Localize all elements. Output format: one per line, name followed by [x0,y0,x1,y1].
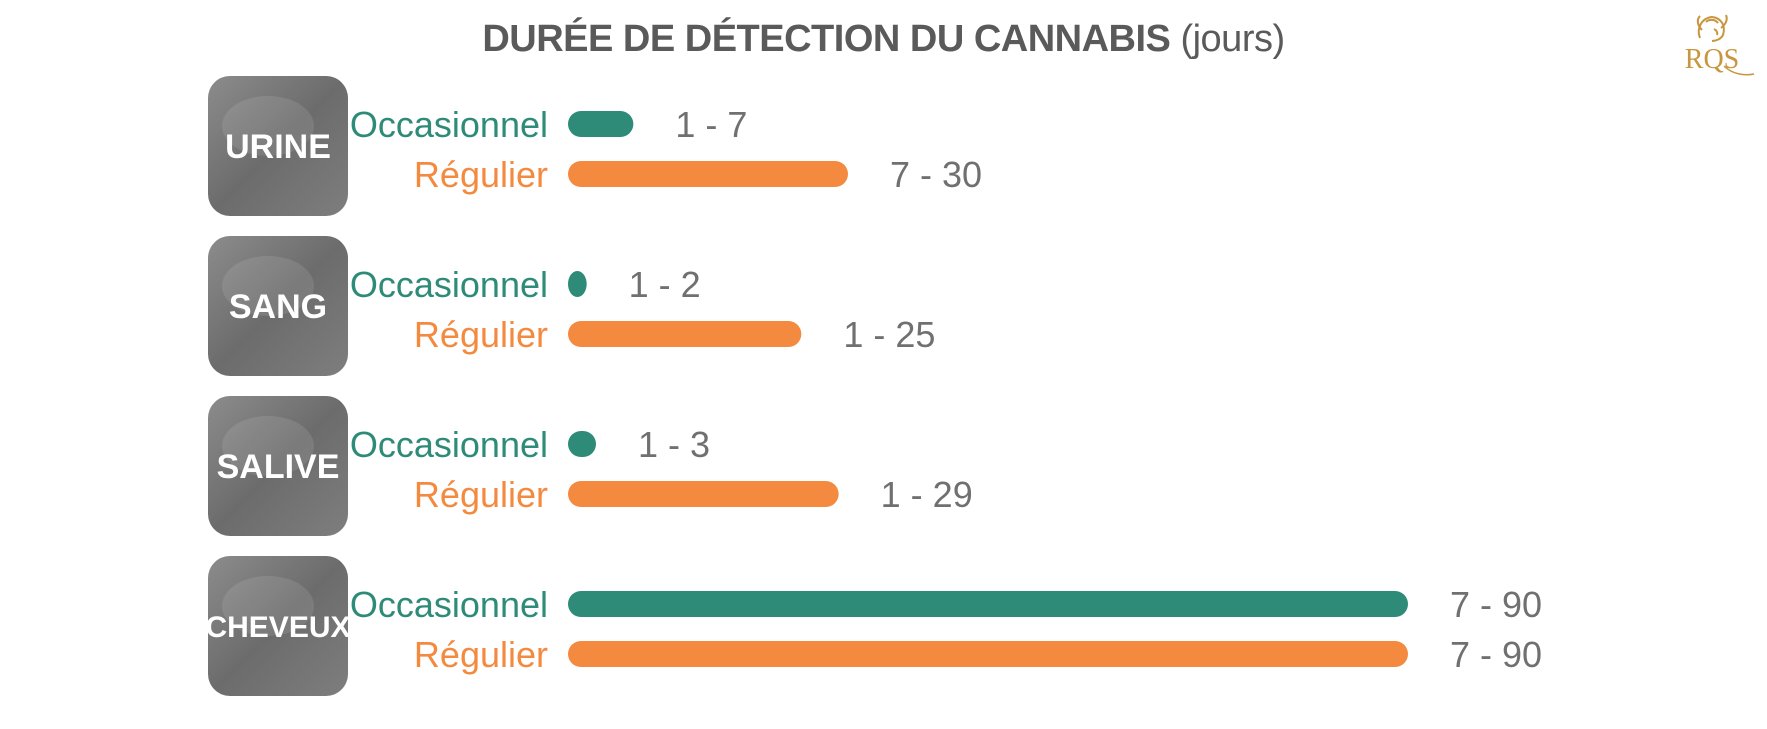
value-label: 1 - 25 [843,314,935,355]
urine-sample-icon [208,76,348,216]
category-group-urine: URINE Occasionnel 1 - 7 Régulier 7 - 30 [208,76,982,216]
value-label: 1 - 29 [881,474,973,515]
category-group-sang: SANG Occasionnel 1 - 2 Régulier 1 - 25 [208,236,935,376]
bar-regulier [568,321,802,347]
category-label: URINE [225,128,331,166]
bar-occasionnel [568,271,587,297]
chart-title-unit: (jours) [1180,18,1285,60]
series-label-regulier: Régulier [414,634,548,675]
saliva-swab-icon [208,396,348,536]
rqs-logo: RQS [1685,14,1755,76]
value-label: 7 - 90 [1450,634,1542,675]
bar-regulier [568,481,839,507]
bar-regulier [568,161,848,187]
category-label: SANG [229,288,327,326]
value-label: 7 - 90 [1450,584,1542,625]
category-group-salive: SALIVE Occasionnel 1 - 3 Régulier 1 - 29 [208,396,973,536]
bar-occasionnel [568,111,634,137]
chart-body: URINE Occasionnel 1 - 7 Régulier 7 - 30 SANG O… [205,76,1542,696]
tile-highlight [222,416,314,476]
value-label: 1 - 2 [629,264,701,305]
blood-tube-icon [208,236,348,376]
bar-regulier [568,641,1408,667]
tile-highlight [222,576,314,636]
series-label-occasionnel: Occasionnel [350,104,548,145]
value-label: 1 - 3 [638,424,710,465]
value-label: 1 - 7 [675,104,747,145]
value-label: 7 - 30 [890,154,982,195]
series-label-regulier: Régulier [414,154,548,195]
series-label-regulier: Régulier [414,474,548,515]
hair-eye-icon [208,556,348,696]
chart-title-main: DURÉE DE DÉTECTION DU CANNABIS [482,18,1171,60]
series-label-occasionnel: Occasionnel [350,264,548,305]
series-label-occasionnel: Occasionnel [350,424,548,465]
category-label: SALIVE [217,448,340,486]
tile-highlight [222,96,314,156]
chart-title: DURÉE DE DÉTECTION DU CANNABIS (jours) [0,18,1767,61]
bar-occasionnel [568,591,1408,617]
tile-highlight [222,256,314,316]
series-label-regulier: Régulier [414,314,548,355]
bar-occasionnel [568,431,596,457]
category-label: CHEVEUX [205,611,350,644]
series-label-occasionnel: Occasionnel [350,584,548,625]
